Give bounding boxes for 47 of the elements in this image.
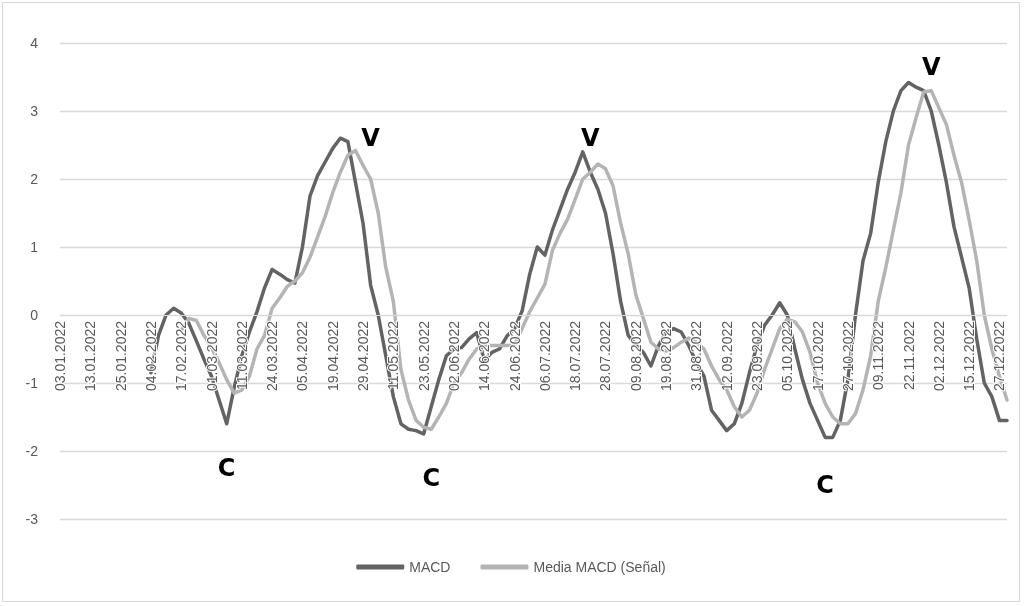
x-tick-label: 17.02.2022 xyxy=(173,320,190,392)
x-tick-label: 01.03.2022 xyxy=(203,320,220,392)
y-tick-label: -2 xyxy=(25,443,39,459)
x-tick-label: 24.06.2022 xyxy=(506,320,523,392)
x-tick-label: 02.06.2022 xyxy=(445,320,462,392)
y-tick-label: 1 xyxy=(30,239,39,255)
x-tick-label: 23.05.2022 xyxy=(415,320,432,392)
x-tick-label: 11.03.2022 xyxy=(233,320,250,391)
annotation: V xyxy=(581,124,601,153)
x-tick-label: 19.04.2022 xyxy=(324,320,341,392)
x-tick-label: 18.07.2022 xyxy=(567,320,584,392)
x-tick-label: 19.08.2022 xyxy=(658,320,675,392)
x-tick-label: 04.02.2022 xyxy=(142,320,159,392)
x-tick-label: 24.03.2022 xyxy=(264,320,281,392)
x-tick-label: 15.12.2022 xyxy=(961,320,978,392)
x-tick-label: 11.05.2022 xyxy=(385,320,402,391)
y-tick-label: 2 xyxy=(30,171,39,187)
y-tick-label: -3 xyxy=(25,511,39,527)
x-tick-label: 31.08.2022 xyxy=(688,320,705,392)
x-tick-label: 27.12.2022 xyxy=(991,320,1008,392)
x-tick-label: 03.01.2022 xyxy=(52,320,68,392)
legend-label: Media MACD (Señal) xyxy=(533,559,666,575)
x-tick-label: 05.04.2022 xyxy=(294,320,311,392)
x-tick-label: 09.08.2022 xyxy=(627,320,644,392)
x-tick-label: 25.01.2022 xyxy=(112,320,129,392)
annotation: C xyxy=(422,464,441,493)
x-tick-label: 06.07.2022 xyxy=(536,320,553,392)
x-tick-label: 23.09.2022 xyxy=(748,320,765,392)
x-tick-label: 05.10.2022 xyxy=(779,320,796,392)
y-tick-label: 4 xyxy=(30,35,39,51)
y-tick-label: 0 xyxy=(30,307,39,323)
x-tick-label: 17.10.2022 xyxy=(809,320,826,392)
x-tick-label: 02.12.2022 xyxy=(930,320,947,392)
y-tick-label: -1 xyxy=(25,375,39,391)
x-tick-label: 29.04.2022 xyxy=(355,320,372,392)
x-tick-label: 13.01.2022 xyxy=(82,320,99,392)
annotation: V xyxy=(921,52,941,81)
x-tick-label: 28.07.2022 xyxy=(597,320,614,392)
x-tick-label: 09.11.2022 xyxy=(870,320,887,391)
annotation: V xyxy=(361,124,381,153)
x-tick-label: 22.11.2022 xyxy=(900,320,917,391)
legend-label: MACD xyxy=(409,559,451,575)
y-tick-label: 3 xyxy=(30,103,39,119)
annotation: C xyxy=(816,471,834,499)
annotation: C xyxy=(217,454,236,482)
x-tick-label: 14.06.2022 xyxy=(476,320,493,392)
x-tick-label: 12.09.2022 xyxy=(718,320,735,392)
